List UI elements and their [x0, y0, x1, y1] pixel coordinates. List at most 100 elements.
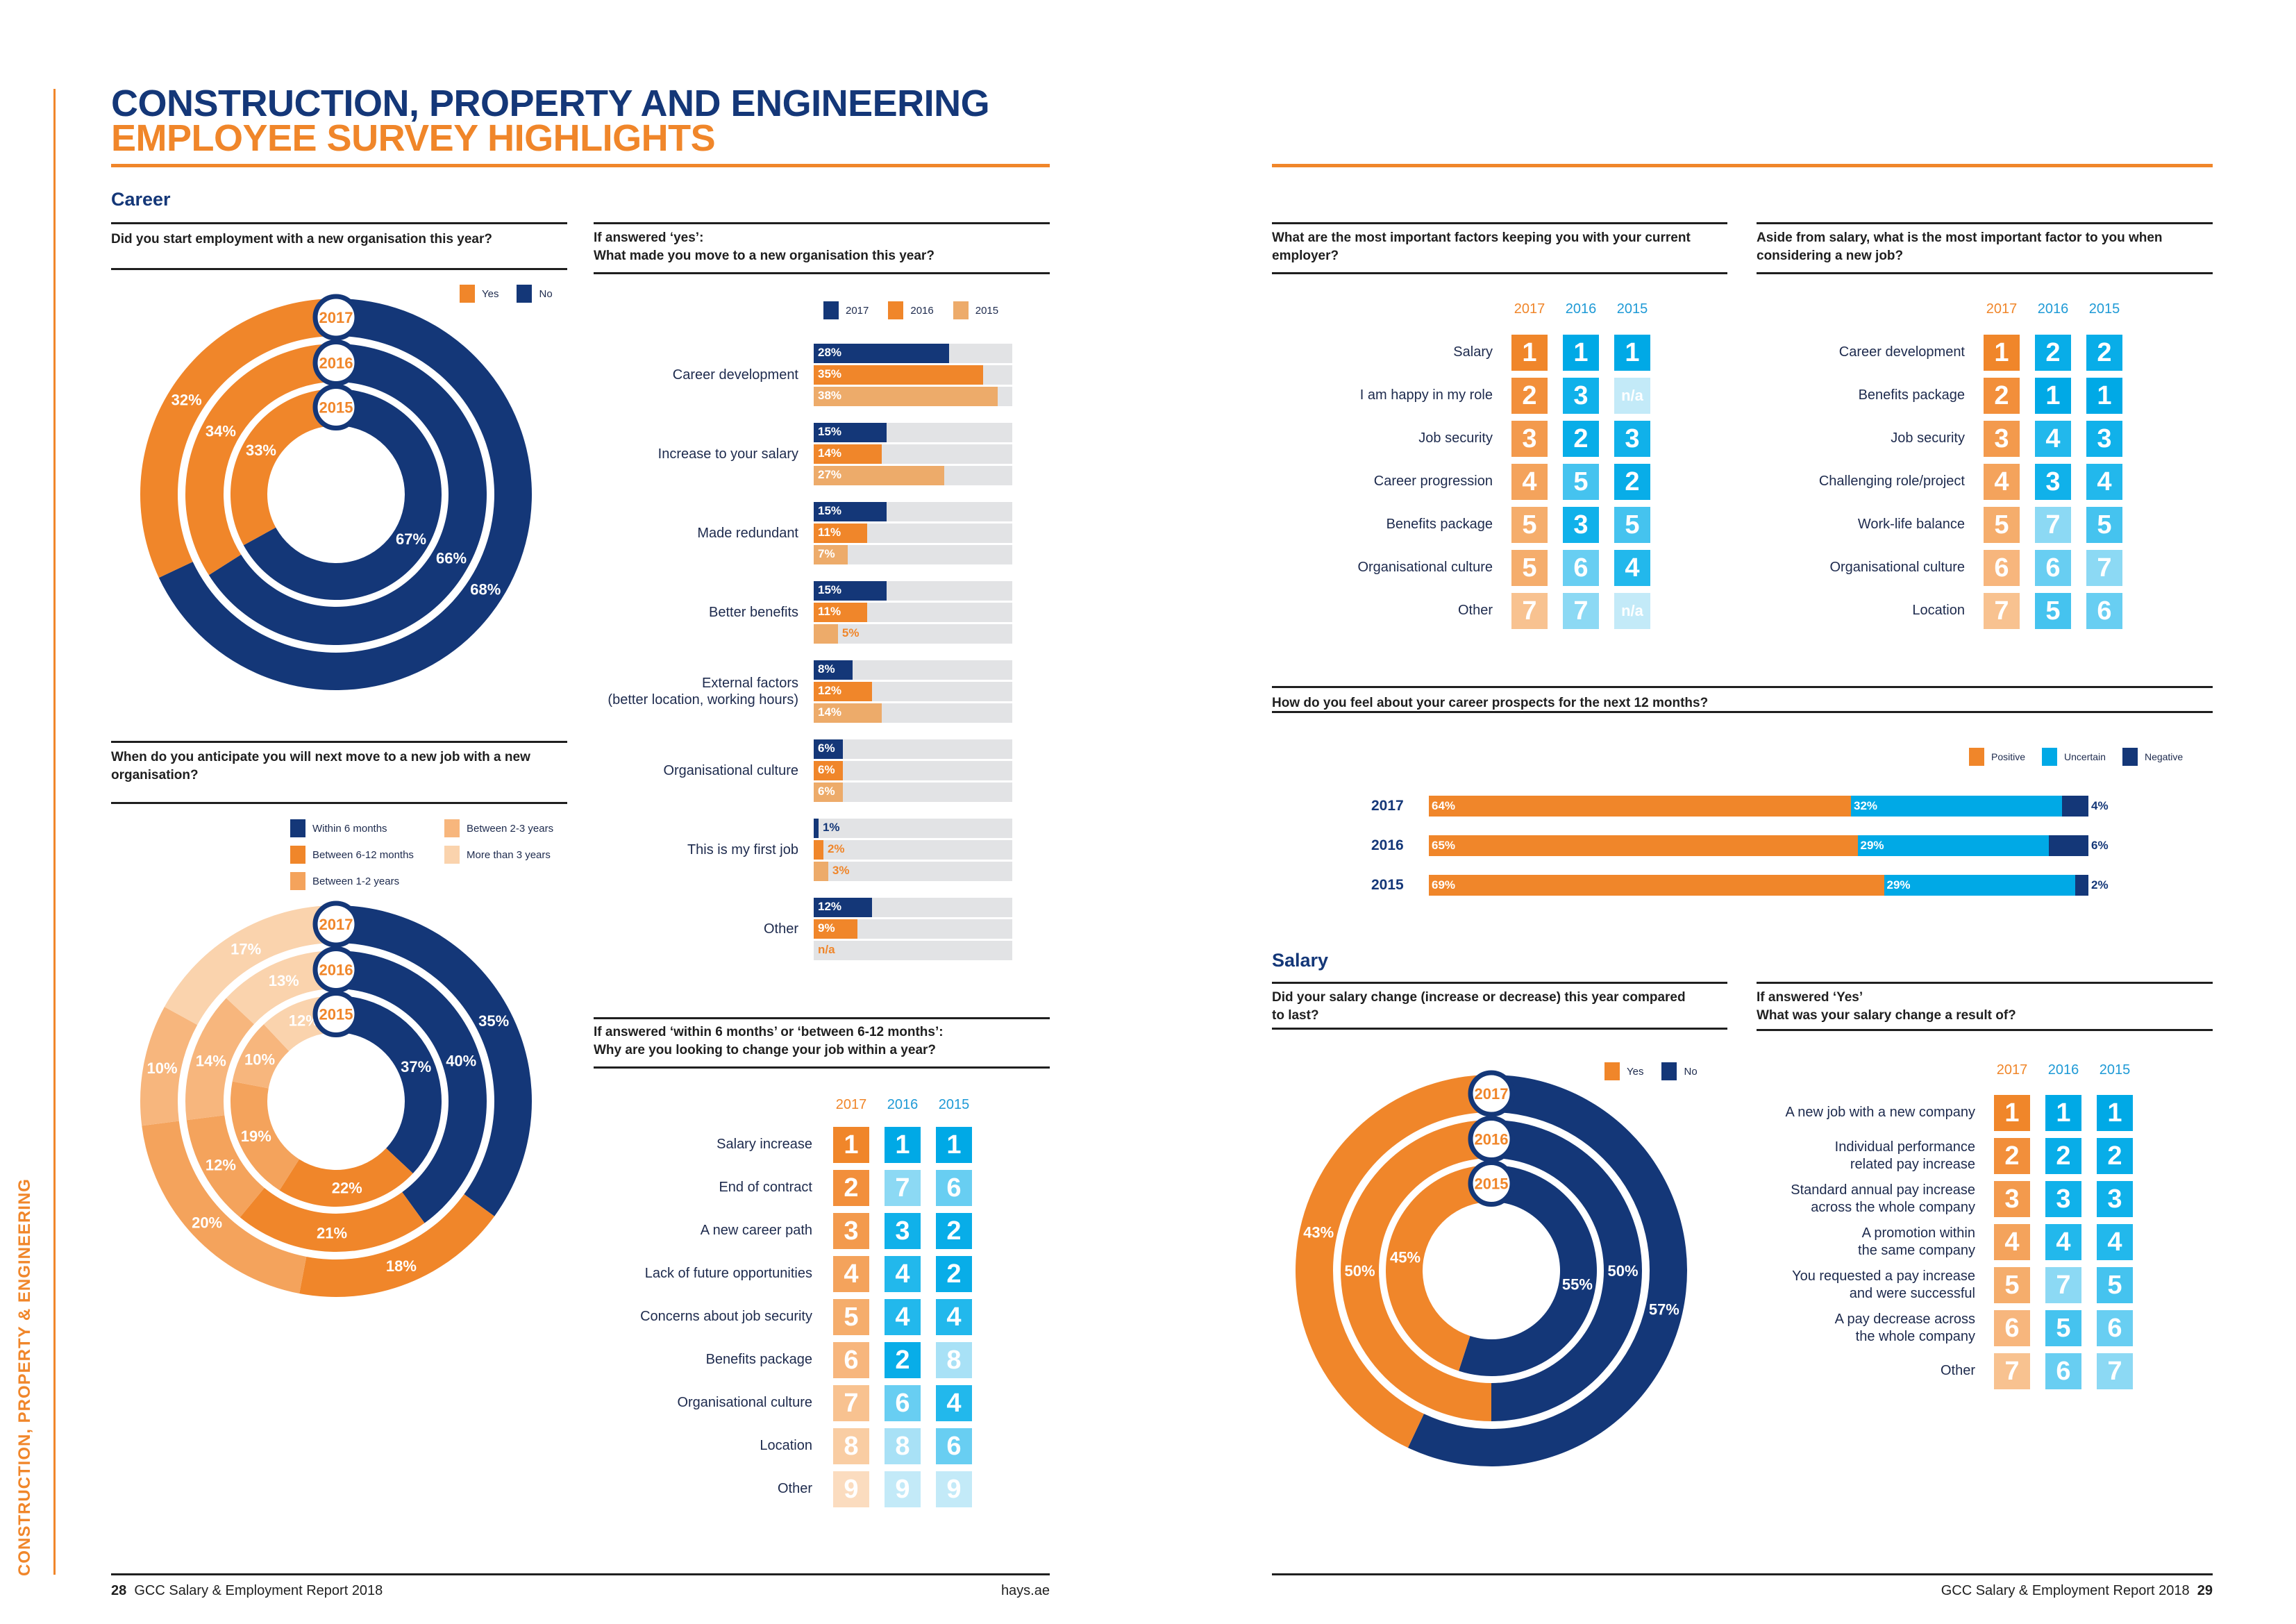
stacked-segment-positive: [1429, 875, 1884, 896]
rank-cell: 2: [1984, 378, 2020, 414]
rank-cell: 3: [1563, 378, 1599, 414]
bar-value-label: 5%: [841, 626, 860, 639]
bar-2017: [814, 660, 853, 680]
page-subtitle: EMPLOYEE SURVEY HIGHLIGHTS: [111, 117, 716, 159]
bar-2016: [814, 365, 984, 385]
bar-value-label: 28%: [818, 346, 842, 359]
sidebar-rule: [53, 89, 56, 1575]
rank-column-header-2015: 2015: [938, 1097, 970, 1112]
bar-track: 15%: [814, 423, 1012, 442]
rank-column-header-2015: 2015: [2088, 301, 2120, 317]
bar-category-label: Organisational culture: [663, 763, 798, 778]
rank-cell: 5: [1614, 507, 1650, 543]
bar-2017: [814, 344, 950, 363]
donut-value-label: 12%: [206, 1156, 236, 1173]
footer-rule: [111, 1573, 1050, 1575]
donut-segment-2015-3: [232, 1024, 290, 1089]
rank-cell: 3: [1614, 421, 1650, 457]
bar-category-label: Better benefits: [709, 605, 798, 620]
donut-value-label: 22%: [332, 1180, 362, 1197]
legend-new-org: Yes No: [460, 285, 553, 303]
question-next-move: When do you anticipate you will next mov…: [111, 750, 530, 782]
rank-row-label: Benefits package: [1386, 517, 1493, 532]
bar-track: 27%: [814, 466, 1012, 485]
stacked-segment-uncertain: [1857, 835, 2049, 856]
rank-cell: 2: [1511, 378, 1548, 414]
bar-value-label: 15%: [818, 425, 842, 438]
donut-segment-2016-0: [185, 344, 336, 576]
year-bubble-label: 2017: [319, 309, 353, 326]
bar-2017: [814, 898, 872, 917]
bar-value-label: 12%: [818, 900, 842, 913]
rank-cell: 2: [936, 1256, 972, 1292]
rank-cell: 3: [1563, 507, 1599, 543]
divider: [1272, 222, 1727, 224]
donut-value-label: 35%: [478, 1012, 509, 1030]
legend-swatch-6-12-months: [290, 846, 305, 864]
year-bubble: [312, 384, 360, 430]
donut-value-label: 37%: [401, 1058, 431, 1075]
legend-label: No: [539, 287, 553, 300]
bar-track: 14%: [814, 703, 1012, 723]
rank-cell: 4: [833, 1256, 869, 1292]
stacked-value-label: 2%: [2091, 878, 2109, 891]
bar-value-label: 38%: [818, 389, 842, 402]
rank-cell: 3: [1984, 421, 2020, 457]
rank-cell: 1: [1614, 335, 1650, 371]
legend-swatch-negative: [2122, 748, 2138, 766]
legend-label: Between 6-12 months: [312, 848, 414, 861]
rank-cell: 3: [1994, 1181, 2030, 1217]
donut-value-label: 19%: [241, 1128, 271, 1145]
rank-row-label: A promotion within the same company: [1858, 1225, 1975, 1258]
legend-swatch-within-6-months: [290, 819, 305, 837]
divider: [111, 222, 567, 224]
donut-chart-new-org: 68% 32% 66% 34% 67% 33% 2017 2016 2015: [140, 294, 533, 690]
rank-cell: 4: [2086, 464, 2122, 500]
question-career-prospects: How do you feel about your career prospe…: [1272, 696, 1709, 710]
stacked-value-label: 32%: [1854, 799, 1878, 812]
bar-track: 12%: [814, 682, 1012, 701]
rank-cell: 3: [1511, 421, 1548, 457]
stacked-segment-positive: [1429, 796, 1851, 817]
donut-value-label: 45%: [1390, 1248, 1421, 1266]
rank-cell: 4: [1994, 1224, 2030, 1260]
rank-cell: 6: [833, 1342, 869, 1378]
rank-cell: 6: [885, 1385, 921, 1421]
donut-value-label: 20%: [192, 1214, 222, 1232]
question-salary-change: Did your salary change (increase or decr…: [1272, 990, 1686, 1023]
bar-2016: [814, 682, 872, 701]
rank-row-label: Benefits package: [705, 1352, 812, 1367]
divider: [1272, 1028, 1727, 1030]
bar-category-label: This is my first job: [687, 842, 798, 857]
rank-cell: 4: [936, 1299, 972, 1335]
bar-category-label: Made redundant: [697, 526, 798, 541]
bar-track: 1%: [814, 819, 1012, 838]
legend-label: Yes: [1627, 1065, 1644, 1078]
rank-cell: 3: [2045, 1181, 2081, 1217]
rank-row-label: A new career path: [700, 1223, 812, 1238]
rank-cell: 2: [1994, 1138, 2030, 1174]
legend-label: Between 2-3 years: [467, 822, 554, 835]
donut-value-label: 14%: [196, 1052, 226, 1069]
donut-value-label: 40%: [446, 1052, 476, 1069]
bar-track: 6%: [814, 782, 1012, 802]
rank-cell: 4: [885, 1299, 921, 1335]
rank-column-header-2016: 2016: [2047, 1062, 2079, 1078]
rank-row-label: Organisational culture: [677, 1395, 812, 1410]
bar-2015: [814, 862, 828, 881]
donut-segment-2017-0: [1296, 1075, 1491, 1448]
rank-cell: 6: [2097, 1310, 2133, 1346]
rank-cell: 1: [833, 1127, 869, 1163]
year-bubble-label: 2015: [319, 399, 353, 417]
bar-2016: [814, 444, 882, 464]
donut-value-label: 18%: [386, 1257, 417, 1275]
bar-track: n/a: [814, 941, 1012, 960]
donut-segment-2015-1: [279, 1148, 413, 1207]
donut-segment-2016-3: [185, 998, 254, 1121]
donut-value-label: 50%: [1344, 1262, 1375, 1280]
rank-cell: 6: [1994, 1310, 2030, 1346]
site-link[interactable]: hays.ae: [1000, 1583, 1050, 1598]
bar-value-label: 7%: [818, 547, 835, 560]
stacked-segment-negative: [2075, 875, 2088, 896]
rank-cell: 4: [2045, 1224, 2081, 1260]
